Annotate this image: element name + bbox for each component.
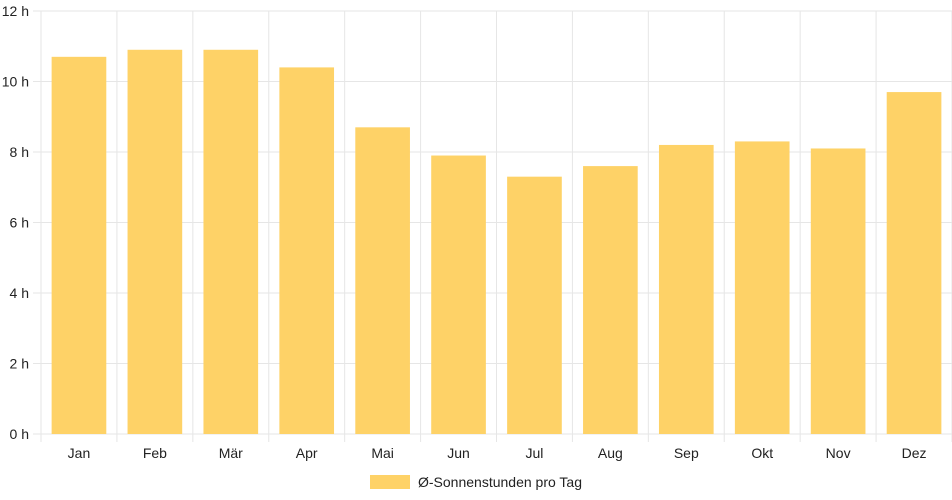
x-tick-label: Apr [296, 445, 318, 461]
x-tick-label: Jun [447, 445, 470, 461]
y-tick-label: 8 h [10, 144, 29, 160]
bar-aug[interactable] [583, 166, 638, 434]
bar-feb[interactable] [127, 49, 183, 435]
grid-lines [33, 10, 952, 442]
bar-mai[interactable] [355, 127, 410, 434]
x-tick-label: Nov [826, 445, 851, 461]
x-tick-label: Okt [751, 445, 773, 461]
bar-dez[interactable] [886, 92, 942, 434]
x-tick-label: Feb [143, 445, 167, 461]
y-tick-label: 4 h [10, 285, 29, 301]
legend-swatch[interactable] [370, 475, 410, 489]
x-axis: Jan Feb Mär Apr Mai Jun Jul Aug Sep Okt Nov Dez [68, 445, 927, 461]
bar-jul[interactable] [507, 176, 562, 435]
y-tick-label: 10 h [2, 74, 29, 90]
legend-label[interactable]: Ø-Sonnenstunden pro Tag [418, 474, 582, 490]
y-tick-label: 6 h [10, 215, 29, 231]
y-tick-label: 12 h [2, 3, 29, 19]
y-axis: 0 h 2 h 4 h 6 h 8 h 10 h 12 h [2, 3, 29, 442]
x-tick-label: Jul [526, 445, 544, 461]
x-tick-label: Sep [674, 445, 699, 461]
x-tick-label: Mai [371, 445, 394, 461]
y-tick-label: 0 h [10, 426, 29, 442]
bar-jun[interactable] [431, 155, 486, 434]
x-tick-label: Jan [68, 445, 91, 461]
y-tick-label: 2 h [10, 356, 29, 372]
x-tick-label: Aug [598, 445, 623, 461]
bar-sep[interactable] [658, 144, 714, 434]
bar-jan[interactable] [51, 56, 107, 434]
legend[interactable]: Ø-Sonnenstunden pro Tag [370, 474, 582, 490]
bars-group [51, 49, 942, 435]
bar-apr[interactable] [279, 67, 335, 435]
x-tick-label: Dez [902, 445, 927, 461]
bar-okt[interactable] [734, 141, 790, 435]
x-tick-label: Mär [219, 445, 243, 461]
bar-nov[interactable] [810, 148, 866, 434]
bar-mär[interactable] [203, 49, 259, 435]
